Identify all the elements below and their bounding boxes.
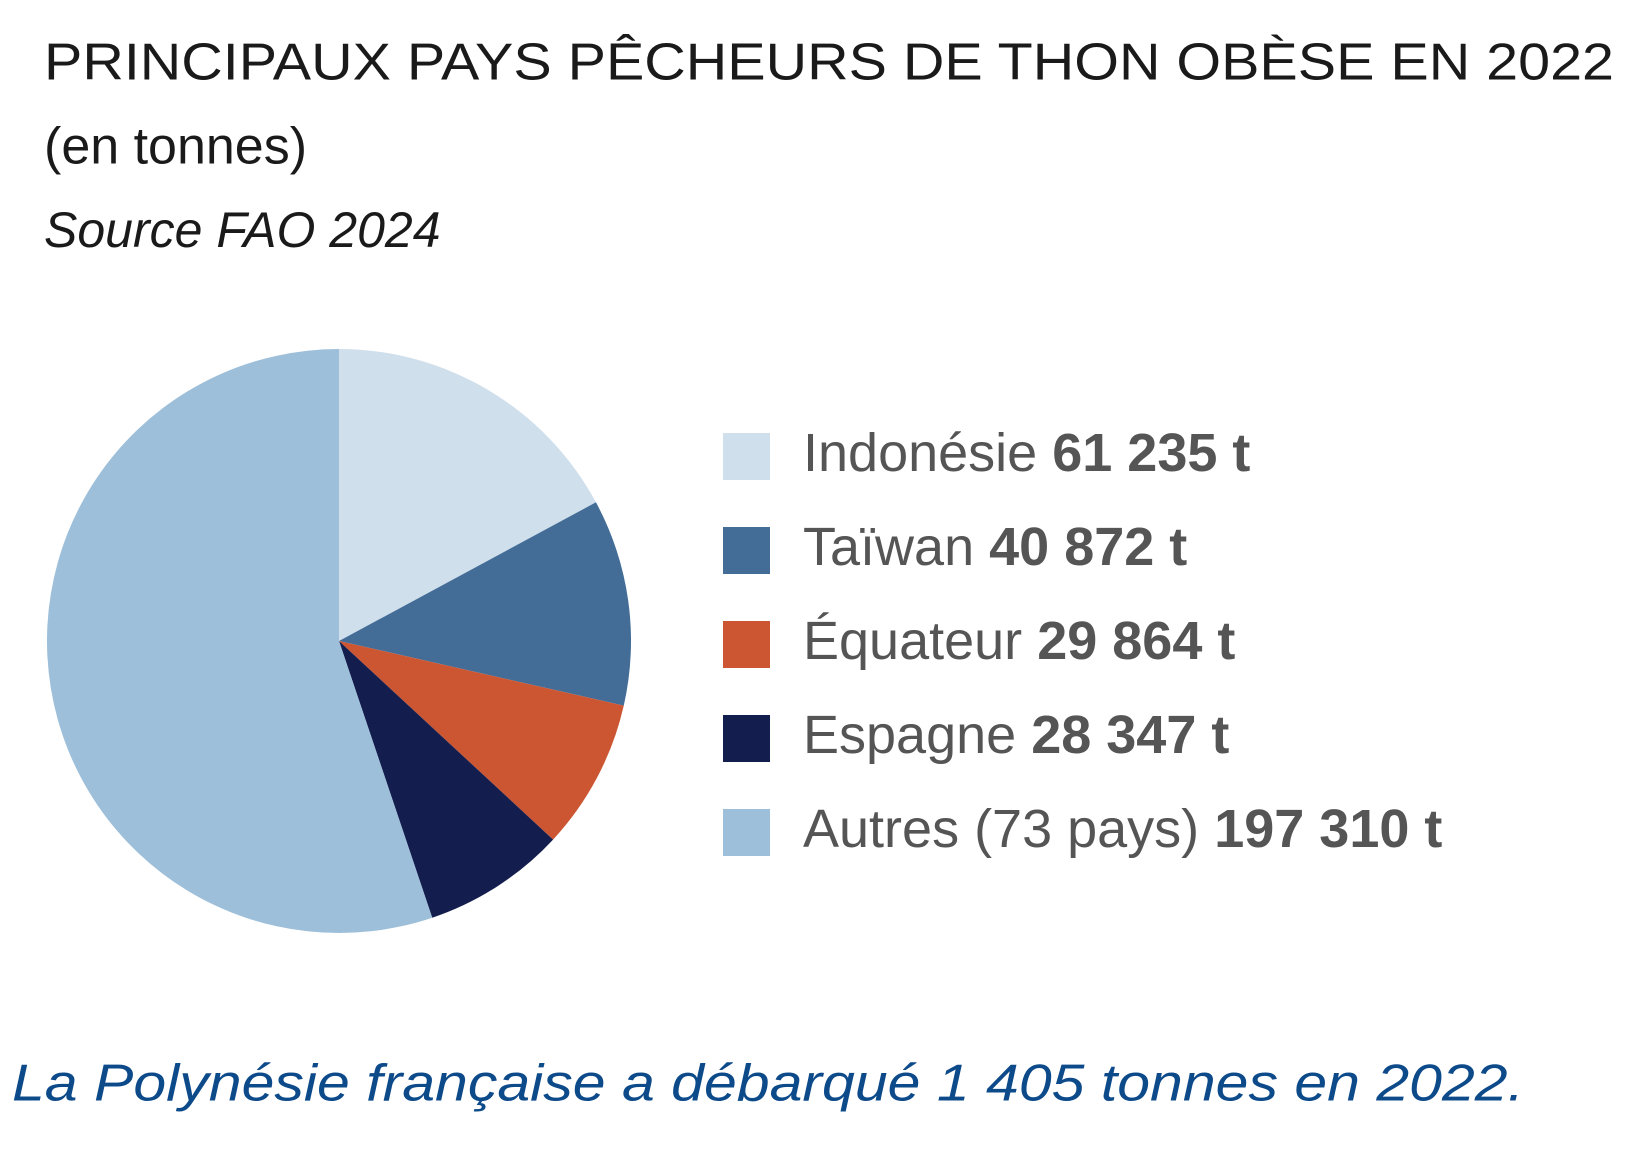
legend-label: Espagne 28 347 t (803, 705, 1229, 765)
pie-slice (47, 349, 433, 934)
legend-name: Taïwan (803, 517, 974, 577)
legend-label: Équateur 29 864 t (803, 611, 1235, 671)
legend-swatch (723, 527, 770, 574)
pie-slice (339, 641, 554, 918)
legend-swatch (723, 715, 770, 762)
pie-slice (339, 349, 596, 641)
legend-label: Taïwan 40 872 t (803, 517, 1187, 577)
pie-slice (339, 641, 624, 840)
value-label: 197 310 t (1214, 799, 1442, 859)
legend-swatch (723, 621, 770, 668)
value-label: 61 235 t (1052, 423, 1250, 483)
chart-title: PRINCIPAUX PAYS PÊCHEURS DE THON OBÈSE E… (44, 34, 1614, 92)
legend-label: Indonésie 61 235 t (803, 423, 1250, 483)
legend-name: Espagne (803, 705, 1016, 765)
chart-source: Source FAO 2024 (44, 202, 441, 258)
legend-label: Autres (73 pays) 197 310 t (803, 799, 1442, 859)
legend-swatch (723, 433, 770, 480)
annotation: La Polynésie française a débarqué 1 405 … (12, 1055, 1524, 1113)
value-label: 40 872 t (989, 517, 1187, 577)
value-label: 29 864 t (1037, 611, 1235, 671)
chart-subtitle: (en tonnes) (44, 118, 307, 176)
legend-name: Autres (73 pays) (803, 799, 1199, 859)
pie-slice (339, 502, 631, 706)
legend-name: Équateur (803, 611, 1022, 671)
legend-swatch (723, 809, 770, 856)
legend-name: Indonésie (803, 423, 1037, 483)
value-label: 28 347 t (1031, 705, 1229, 765)
